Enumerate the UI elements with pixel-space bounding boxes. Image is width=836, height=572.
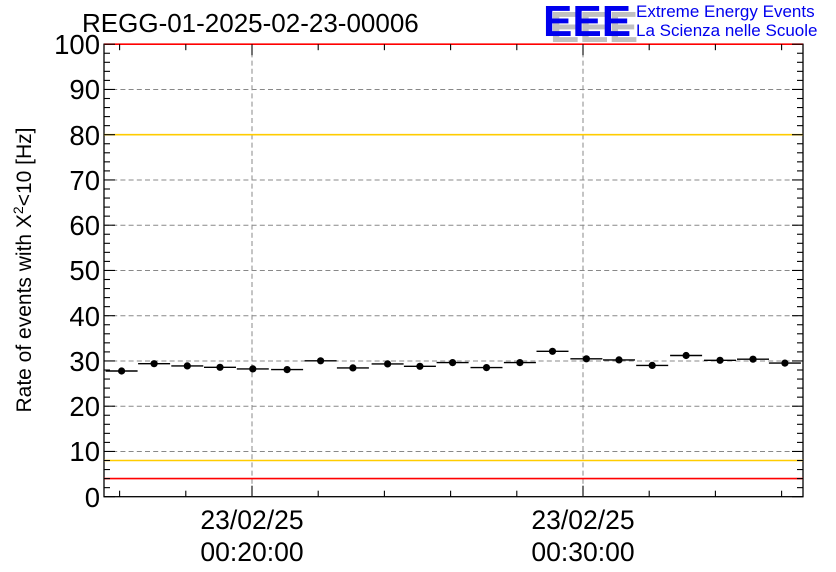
svg-text:EEE: EEE: [543, 3, 631, 46]
svg-text:Extreme Energy Events: Extreme Energy Events: [636, 3, 815, 21]
svg-text:La Scienza nelle Scuole: La Scienza nelle Scuole: [636, 21, 817, 40]
